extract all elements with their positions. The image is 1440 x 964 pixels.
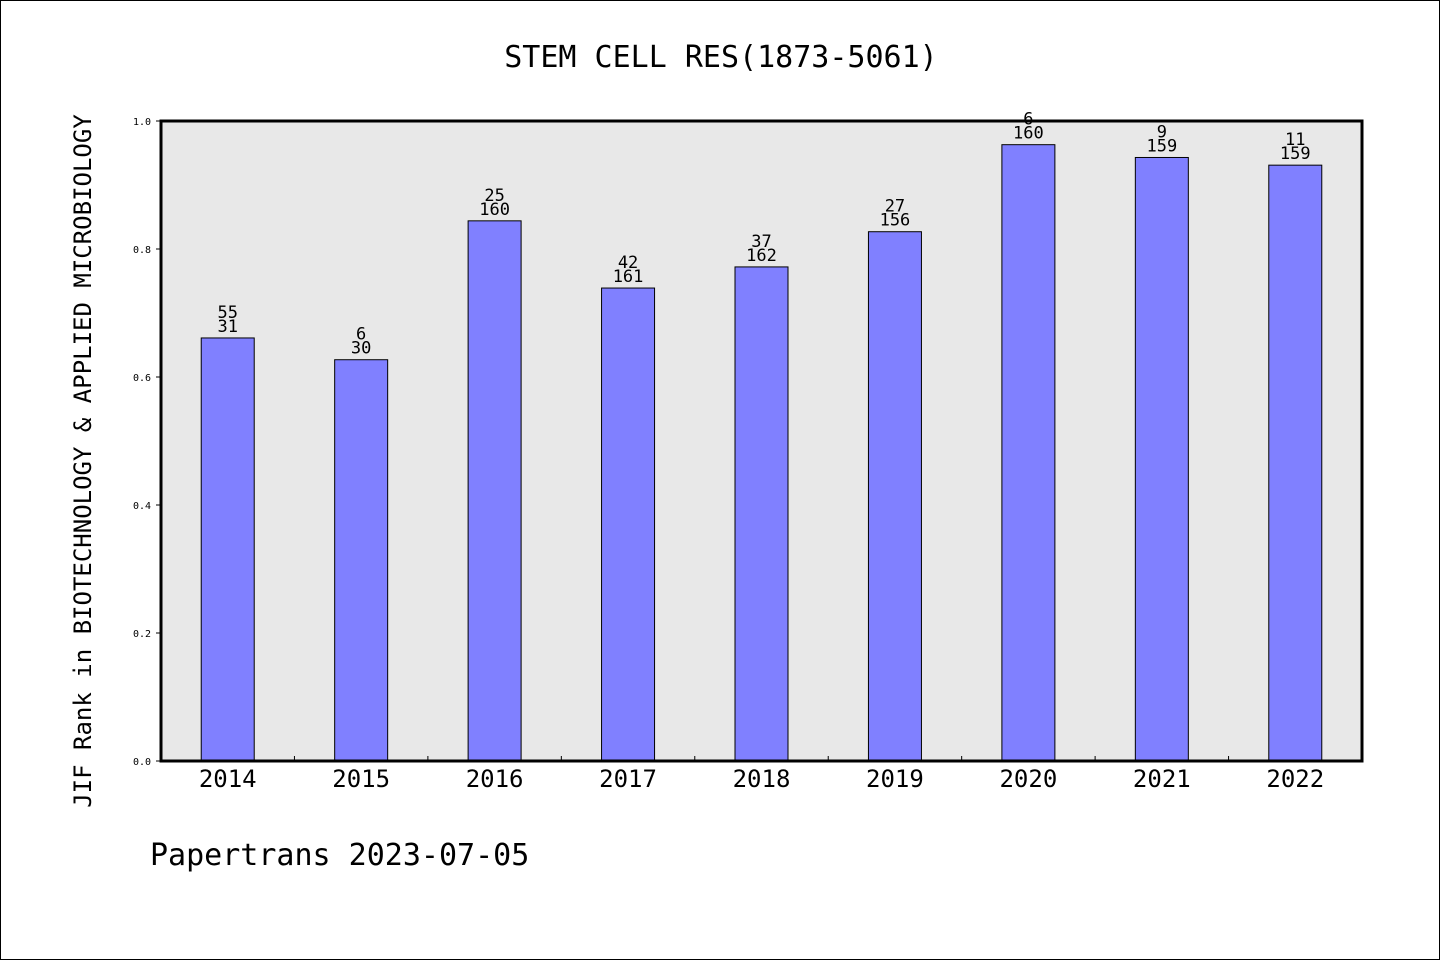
y-tick-label: 0.4 <box>133 501 151 512</box>
bar-label-top-2019: 27 <box>885 197 905 217</box>
plot-border <box>159 119 1364 763</box>
x-tick-label-2020: 2020 <box>999 765 1057 793</box>
x-axis: 2014 2015 2016 2017 2018 2019 2020 2021 2022 <box>199 756 1324 793</box>
x-tick-label-2016: 2016 <box>466 765 524 793</box>
bar-label-bottom-2014: 31 <box>217 317 237 337</box>
y-axis: 0.0 0.2 0.4 0.6 0.8 1.0 <box>133 117 161 768</box>
bar-label-bottom-2017: 161 <box>613 267 644 287</box>
bar-label-top-2021: 9 <box>1157 122 1167 142</box>
x-tick-label-2019: 2019 <box>866 765 924 793</box>
x-tick-label-2017: 2017 <box>599 765 657 793</box>
bar-2016 <box>467 220 522 762</box>
bar-label-top-2014: 55 <box>217 303 237 323</box>
bar-2014 <box>200 337 255 762</box>
bar-2018 <box>734 266 789 762</box>
bar-label-top-2018: 37 <box>751 232 771 252</box>
y-tick-label: 0.2 <box>133 629 151 640</box>
bar-label-bottom-2015: 30 <box>351 339 371 359</box>
footer-text: Papertrans 2023-07-05 <box>150 838 529 873</box>
x-tick-label-2014: 2014 <box>199 765 257 793</box>
bar-label-bottom-2016: 160 <box>479 200 510 220</box>
bar-label-top-2015: 6 <box>356 325 366 345</box>
bar-2019 <box>867 231 922 762</box>
bar-2015 <box>334 359 389 762</box>
x-tick-label-2021: 2021 <box>1133 765 1191 793</box>
bar-label-bottom-2021: 159 <box>1146 136 1177 156</box>
y-tick-label: 0.6 <box>133 373 151 384</box>
bar-label-top-2022: 11 <box>1285 130 1305 150</box>
y-tick-label: 1.0 <box>133 117 151 128</box>
y-tick-label: 0.8 <box>133 245 151 256</box>
y-axis-label: JIF Rank in BIOTECHNOLOGY & APPLIED MICR… <box>69 114 97 808</box>
bar-label-bottom-2020: 160 <box>1013 124 1044 144</box>
chart-title: STEM CELL RES(1873-5061) <box>504 40 937 75</box>
bar-label-bottom-2022: 159 <box>1280 144 1311 164</box>
bar-2020 <box>1001 144 1056 762</box>
bar-label-bottom-2019: 156 <box>880 211 911 231</box>
x-tick-label-2022: 2022 <box>1266 765 1324 793</box>
bar-label-top-2016: 25 <box>484 186 504 206</box>
bar-label-bottom-2018: 162 <box>746 246 777 266</box>
bar-2021 <box>1134 156 1189 762</box>
bar-2022 <box>1268 164 1323 762</box>
y-tick-label: 0.0 <box>133 757 151 768</box>
bar-label-top-2017: 42 <box>618 253 638 273</box>
x-tick-label-2018: 2018 <box>733 765 791 793</box>
bar-2017 <box>601 287 656 762</box>
x-tick-label-2015: 2015 <box>332 765 390 793</box>
